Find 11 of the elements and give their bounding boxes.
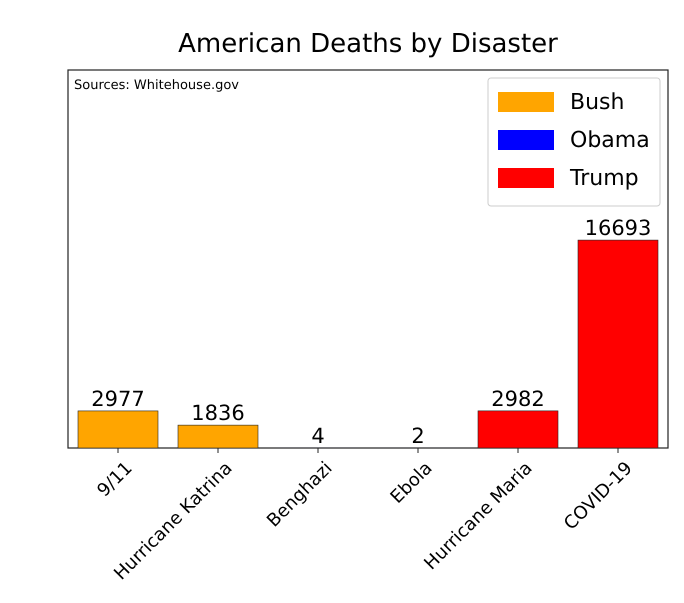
legend-label: Trump (569, 166, 639, 191)
chart-title: American Deaths by Disaster (178, 29, 558, 59)
data-label: 1836 (191, 401, 245, 426)
legend-label: Bush (570, 90, 624, 115)
data-label: 2982 (491, 386, 545, 411)
data-label: 2 (411, 424, 425, 448)
data-label: 4 (311, 424, 325, 448)
legend-label: Obama (570, 128, 650, 153)
data-label: 2977 (91, 386, 145, 411)
data-label: 16693 (584, 216, 652, 240)
source-note: Sources: Whitehouse.gov (74, 78, 240, 93)
